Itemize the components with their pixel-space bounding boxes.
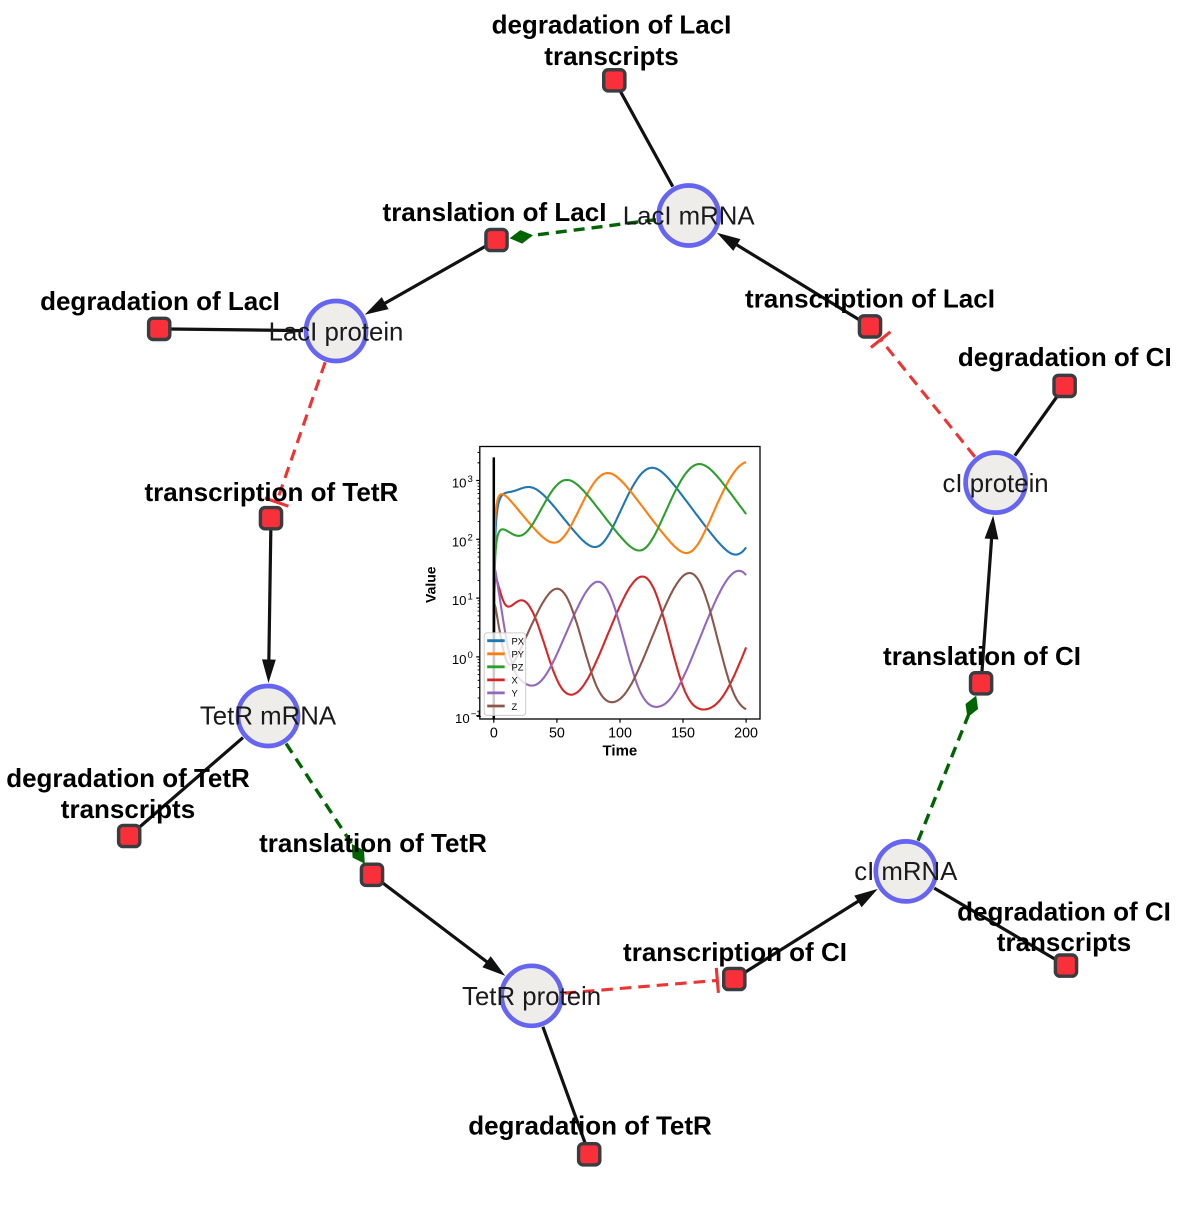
svg-text:cI mRNA: cI mRNA	[854, 858, 958, 886]
svg-text:transcription of CI: transcription of CI	[623, 937, 847, 967]
svg-text:LacI mRNA: LacI mRNA	[623, 203, 756, 231]
svg-text:TetR mRNA: TetR mRNA	[200, 703, 337, 731]
svg-text:TetR protein: TetR protein	[462, 983, 601, 1011]
svg-text:transcription of TetR: transcription of TetR	[145, 477, 399, 507]
svg-text:transcription of LacI: transcription of LacI	[745, 284, 995, 314]
svg-text:3: 3	[468, 474, 473, 485]
svg-text:Time: Time	[603, 743, 638, 760]
svg-text:2: 2	[468, 533, 473, 544]
svg-text:degradation of LacI: degradation of LacI	[40, 286, 280, 316]
svg-text:LacI protein: LacI protein	[269, 319, 404, 347]
svg-text:degradation of CI: degradation of CI	[957, 896, 1171, 926]
svg-text:translation of CI: translation of CI	[883, 641, 1081, 671]
svg-text:Value: Value	[423, 566, 439, 603]
svg-text:Y: Y	[512, 688, 519, 699]
svg-text:10: 10	[452, 652, 467, 667]
svg-text:transcripts: transcripts	[61, 794, 195, 824]
svg-text:degradation of TetR: degradation of TetR	[468, 1111, 712, 1141]
svg-text:50: 50	[549, 726, 565, 742]
svg-text:10: 10	[452, 534, 467, 549]
svg-text:0: 0	[490, 726, 498, 742]
svg-text:10: 10	[455, 711, 470, 726]
svg-text:PX: PX	[512, 636, 525, 647]
svg-text:degradation of LacI: degradation of LacI	[492, 10, 732, 40]
svg-text:PZ: PZ	[512, 662, 524, 673]
svg-text:Z: Z	[512, 701, 518, 712]
svg-text:150: 150	[671, 726, 695, 742]
svg-text:X: X	[512, 675, 519, 686]
svg-text:1: 1	[468, 591, 473, 602]
svg-text:cI protein: cI protein	[943, 470, 1049, 498]
svg-text:10: 10	[452, 476, 467, 491]
svg-text:degradation of CI: degradation of CI	[958, 342, 1172, 372]
svg-text:degradation of TetR: degradation of TetR	[6, 763, 250, 793]
svg-text:transcripts: transcripts	[544, 41, 678, 71]
svg-text:200: 200	[734, 726, 758, 742]
svg-text:10: 10	[452, 593, 467, 608]
svg-text:transcripts: transcripts	[997, 927, 1131, 957]
svg-text:PY: PY	[512, 649, 525, 660]
svg-text:0: 0	[468, 650, 473, 661]
svg-text:100: 100	[608, 726, 632, 742]
svg-text:translation of TetR: translation of TetR	[259, 828, 487, 858]
svg-text:translation of LacI: translation of LacI	[383, 197, 607, 227]
svg-text:−1: −1	[471, 709, 482, 720]
